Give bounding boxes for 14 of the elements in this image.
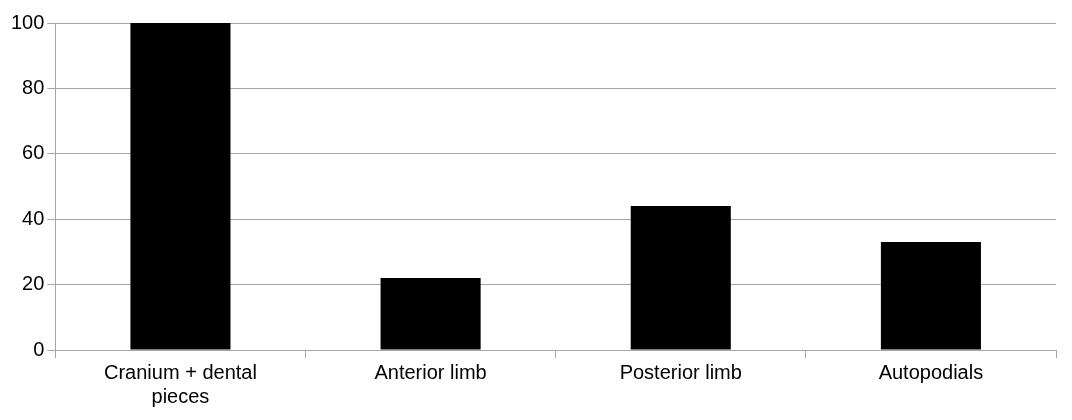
y-tick-label: 0 bbox=[33, 337, 45, 360]
x-tick-label: Cranium + dental pieces bbox=[104, 360, 257, 407]
y-tick-label: 60 bbox=[22, 141, 45, 164]
x-tick-label: Autopodials bbox=[878, 360, 984, 383]
bar bbox=[130, 23, 231, 350]
x-tick-label: Posterior limb bbox=[619, 360, 742, 383]
bar bbox=[880, 242, 981, 350]
y-tick-label: 100 bbox=[10, 10, 45, 33]
x-tick-label: Anterior limb bbox=[374, 360, 487, 383]
bar bbox=[380, 278, 481, 350]
y-tick-label: 40 bbox=[22, 206, 45, 229]
y-tick-label: 80 bbox=[22, 75, 45, 98]
y-tick-label: 20 bbox=[22, 272, 45, 295]
bar bbox=[630, 206, 731, 350]
